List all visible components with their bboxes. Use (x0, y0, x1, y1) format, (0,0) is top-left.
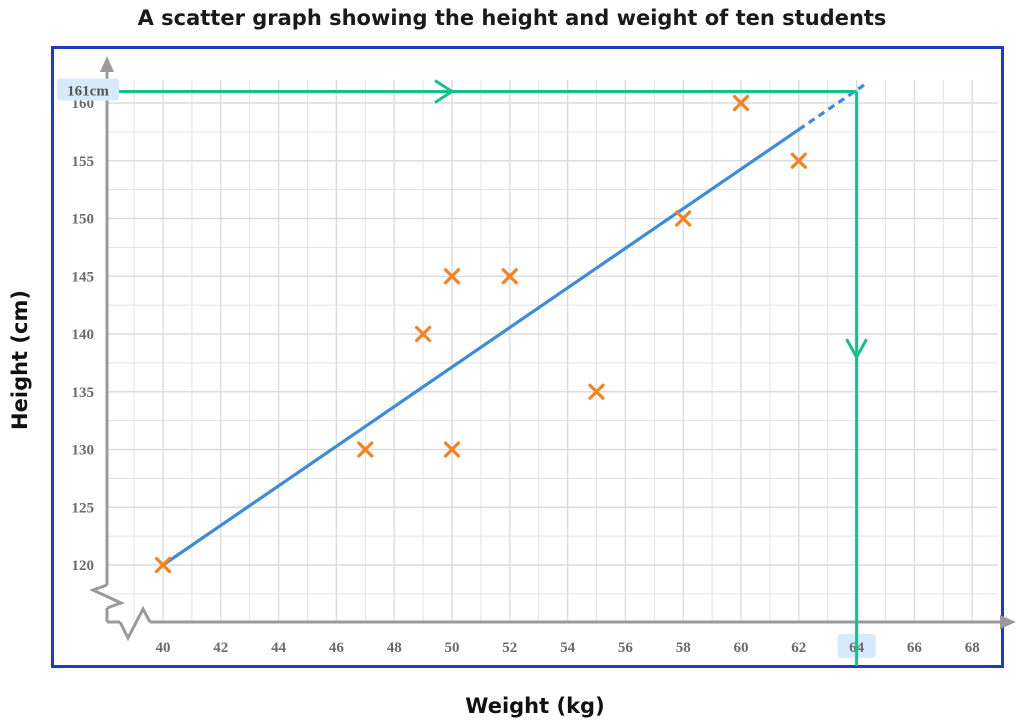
data-point-stroke (588, 383, 605, 400)
y-reading-highlight (57, 78, 119, 101)
x-tick-label: 40 (156, 640, 171, 656)
x-tick-label: 46 (329, 640, 345, 656)
x-tick-label: 48 (387, 640, 402, 656)
y-axis-break (89, 583, 125, 610)
x-axis-title: Weight (kg) (465, 694, 604, 718)
tick-labels: 4042444648505254565860626466681201251301… (72, 96, 980, 658)
y-tick-label: 125 (72, 500, 95, 516)
x-axis-break (118, 605, 152, 642)
y-tick-label: 140 (72, 327, 95, 343)
x-tick-label: 42 (213, 640, 228, 656)
y-tick-label: 135 (72, 385, 95, 401)
reading-arrow-down-icon (845, 338, 868, 361)
x-tick-label: 52 (502, 640, 517, 656)
x-tick-label: 56 (618, 640, 634, 656)
x-tick-label: 58 (676, 640, 691, 656)
data-point-stroke (732, 94, 750, 112)
data-points (154, 94, 807, 574)
fit-line-dashed (797, 80, 870, 131)
y-axis-arrowhead (100, 56, 114, 72)
data-point (443, 268, 461, 285)
x-tick-label: 60 (734, 640, 749, 656)
fit-line-solid (161, 127, 801, 567)
data-point (675, 210, 692, 227)
data-point-stroke (154, 556, 172, 574)
data-point-stroke (790, 152, 807, 169)
y-tick-label: 130 (72, 443, 95, 459)
data-point (154, 556, 172, 574)
data-point-stroke (357, 441, 374, 458)
data-point (732, 94, 750, 112)
data-point-stroke (501, 268, 518, 285)
chart-frame (51, 46, 1004, 668)
y-reading-label: 161cm (67, 83, 109, 99)
x-tick-label: 54 (560, 640, 576, 656)
data-point (357, 441, 374, 458)
y-tick-label: 155 (72, 154, 95, 170)
data-point-stroke (415, 325, 432, 343)
x-tick-label: 50 (445, 640, 460, 656)
reading-lines: 161cm (57, 78, 868, 666)
x-tick-label: 68 (965, 640, 980, 656)
y-axis-title: Height (cm) (8, 290, 32, 430)
grid (107, 80, 998, 622)
data-point (790, 152, 807, 169)
data-point (501, 268, 518, 285)
x-tick-label: 44 (271, 640, 287, 656)
data-point (588, 383, 605, 400)
data-point-stroke (443, 441, 461, 458)
reading-arrow-right-icon (434, 79, 455, 104)
line-of-best-fit (161, 80, 870, 567)
y-tick-label: 120 (72, 558, 95, 574)
y-tick-label: 150 (72, 212, 95, 228)
x-tick-label: 66 (907, 640, 923, 656)
data-point-stroke (675, 210, 692, 227)
data-point (443, 441, 461, 458)
y-tick-label: 145 (72, 269, 95, 285)
x-axis-arrowhead (1000, 615, 1016, 629)
axes (89, 56, 1016, 642)
x-tick-label: 62 (791, 640, 806, 656)
data-point (415, 325, 432, 343)
data-point-stroke (443, 268, 461, 285)
chart-title: A scatter graph showing the height and w… (137, 6, 887, 30)
